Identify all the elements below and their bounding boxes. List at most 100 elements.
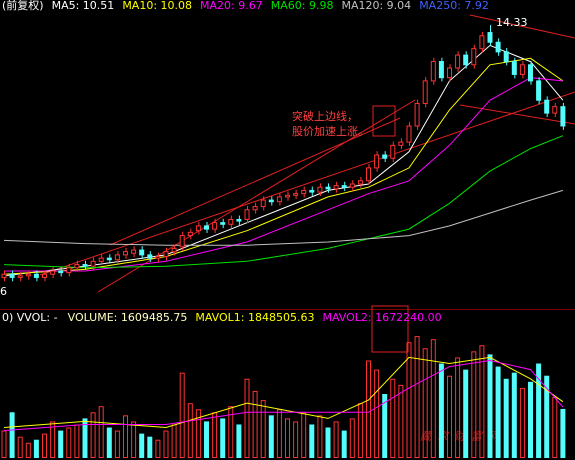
volume-bar [236,424,242,459]
volume-bar [90,412,96,458]
low-label: 6 [0,285,7,298]
volume-bar [179,372,185,458]
candle-body [317,186,323,193]
candle-body [511,61,517,75]
legend-entry: MA60: 9.98 [271,0,334,12]
volume-bar [123,415,128,459]
volume-bar [98,406,104,459]
candle-body [479,35,485,50]
candle-body [374,154,380,169]
ma-line [3,189,564,246]
volume-bar [220,418,226,458]
candle-body [382,154,388,159]
volume-bar [430,339,436,458]
candle-body [82,264,88,267]
volume-bar [17,436,23,458]
candle-body [447,67,452,79]
volume-bar [228,406,234,459]
candle-body [90,260,96,267]
volume-bar [204,421,209,458]
candle-body [536,80,542,101]
candle-body [252,206,258,211]
volume-bar [285,418,290,458]
candle-body [212,222,218,230]
volume-bar [66,427,72,458]
volume-bar [155,439,161,459]
volume-bar [398,384,404,459]
candle-body [179,235,185,248]
volume-header: 0) VVOL: - [2,311,58,324]
candle-body [195,225,201,232]
volume-bar [293,421,299,458]
candle-body [268,199,274,203]
candle-body [293,193,299,196]
candle-body [58,270,64,274]
volume-bar [341,430,347,459]
volume-bar [487,354,493,458]
volume-bar [25,442,31,458]
candle-body [147,254,153,259]
candle-body [276,196,282,203]
volume-bar [114,430,120,459]
candle-body [139,249,145,256]
volume-bar [139,433,145,459]
candle-body [309,189,315,193]
candle-body [430,61,436,82]
candle-body [123,251,128,256]
volume-bar [1,430,7,459]
ma-line [3,359,564,432]
legend-entry: VOLUME: 1609485.75 [68,311,188,324]
volume-bar [366,360,371,459]
candle-body [390,144,396,159]
candle-body [552,106,558,114]
candle-body [50,270,56,275]
volume-bar [495,366,501,459]
volume-bar [163,430,169,459]
volume-bar [374,369,380,458]
candle-body [487,32,493,43]
volume-bar [528,381,533,458]
volume-bar [187,403,193,458]
candle-body [414,102,420,127]
legend-entry: MAVOL1: 1848505.63 [195,311,314,324]
annotation: 股价加速上涨。 [292,125,369,138]
volume-bar [479,345,485,458]
candle-body [66,267,72,274]
volume-bar [438,363,444,458]
legend-entry: MA20: 9.67 [200,0,263,12]
volume-bar [252,390,258,459]
volume-bar [463,369,469,458]
trend-line [459,104,575,125]
candle-body [114,254,120,261]
volume-bar [544,375,550,459]
candle-body [171,247,177,253]
candle-body [25,273,31,277]
volume-bar [82,418,88,458]
volume-bar [536,363,542,458]
volume-bar [268,415,274,459]
volume-bar [406,342,412,459]
candle-body [301,189,307,195]
candle-body [260,199,266,208]
candle-body [106,257,112,261]
candle-body [503,51,509,63]
ma-line [4,77,563,272]
candle-body [228,218,234,225]
volume-bar [42,433,47,459]
volume-bar [519,387,525,458]
volume-bar [333,421,339,458]
volume-bar [9,412,15,458]
candle-body [244,209,250,220]
volume-bar [382,394,388,458]
volume-bar [325,427,331,458]
legend-entry: MA250: 7.92 [419,0,489,12]
volume-bar [50,421,56,458]
candle-body [528,64,533,82]
annotation: 突破上边线， [292,109,358,123]
trend-line [97,99,416,293]
chart-title: (前复权) [2,0,44,12]
candle-body [163,251,169,258]
candle-body [455,54,461,69]
